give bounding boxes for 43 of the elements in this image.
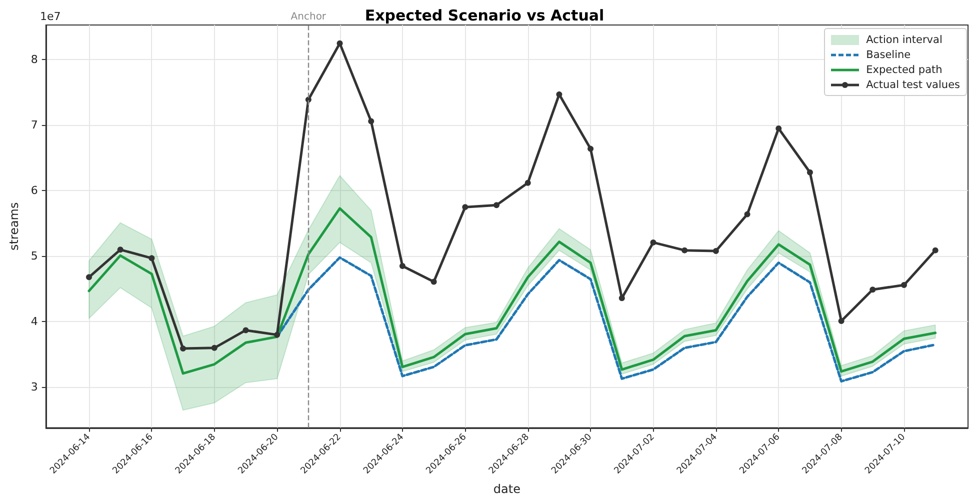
point xyxy=(870,286,876,293)
annotation: Action interval xyxy=(866,34,942,46)
y-tick-label: 6 xyxy=(30,184,38,198)
y-tick-label: 4 xyxy=(30,315,38,328)
line-series xyxy=(88,207,937,375)
point xyxy=(556,91,562,98)
point xyxy=(274,332,280,338)
y-tick-label: 8 xyxy=(30,53,38,66)
point xyxy=(682,247,688,254)
point xyxy=(901,282,907,288)
text: 1e7 xyxy=(40,10,61,23)
point xyxy=(368,118,374,124)
point xyxy=(430,278,437,285)
point xyxy=(618,295,625,302)
x-axis-title: date xyxy=(493,482,520,496)
y-tick-label: 5 xyxy=(30,250,38,263)
chart-title: Expected Scenario vs Actual xyxy=(364,6,604,24)
legend-label: Baseline xyxy=(866,48,911,60)
point xyxy=(650,239,656,246)
point xyxy=(399,263,406,270)
point xyxy=(211,344,218,351)
point xyxy=(117,246,124,253)
point xyxy=(86,274,92,280)
point xyxy=(712,248,719,254)
point xyxy=(932,247,938,254)
point xyxy=(494,202,500,208)
point xyxy=(336,40,343,46)
legend-label: Expected path xyxy=(866,64,942,76)
point xyxy=(242,327,249,334)
point xyxy=(524,180,531,186)
point xyxy=(588,146,594,152)
legend-label: Actual test values xyxy=(866,78,960,90)
point xyxy=(462,204,468,210)
ref-line-label: Anchor xyxy=(290,12,327,22)
point xyxy=(180,346,186,352)
point xyxy=(744,211,750,218)
point xyxy=(806,169,813,176)
y-axis-title: streams xyxy=(7,202,21,251)
point xyxy=(776,125,782,132)
y-tick-label: 3 xyxy=(30,380,38,394)
point xyxy=(148,255,155,262)
y-tick-label: 7 xyxy=(30,118,38,132)
point xyxy=(838,318,844,324)
